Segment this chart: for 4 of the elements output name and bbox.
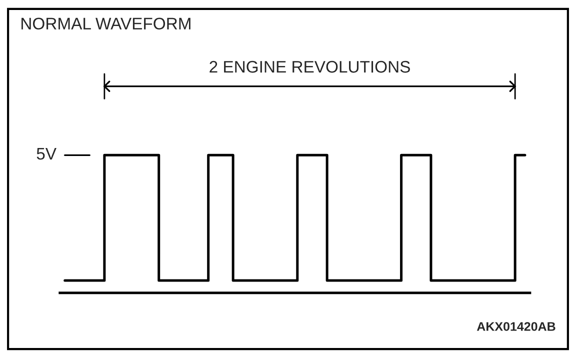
chart-title: NORMAL WAVEFORM: [22, 18, 190, 30]
text: 2 ENGINE REVOLUTIONS: [210, 60, 410, 73]
text: 5V: [36, 148, 56, 160]
text: AKX01420AB: [476, 322, 556, 331]
